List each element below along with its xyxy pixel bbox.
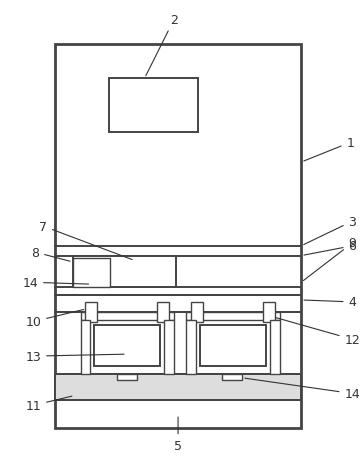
Bar <box>73 256 176 287</box>
Bar <box>109 79 198 133</box>
Text: 14: 14 <box>245 378 360 400</box>
Bar <box>81 320 90 374</box>
Bar <box>55 45 301 428</box>
Bar <box>55 374 301 401</box>
Text: 11: 11 <box>25 396 72 412</box>
Bar <box>186 320 196 374</box>
Bar <box>164 320 174 374</box>
Bar <box>86 302 97 322</box>
Text: 10: 10 <box>25 310 84 328</box>
Text: 12: 12 <box>275 318 360 346</box>
Text: 14: 14 <box>22 276 88 289</box>
Bar <box>222 374 242 380</box>
Text: 5: 5 <box>174 417 182 452</box>
Bar <box>81 312 174 320</box>
Bar <box>263 302 275 322</box>
Text: 9: 9 <box>304 237 356 281</box>
Text: 13: 13 <box>25 350 124 363</box>
Bar <box>191 302 203 322</box>
Text: 8: 8 <box>31 246 70 262</box>
Bar <box>73 258 110 287</box>
Text: 1: 1 <box>304 136 355 162</box>
Bar <box>94 325 160 366</box>
Text: 7: 7 <box>39 220 132 260</box>
Text: 6: 6 <box>304 240 356 256</box>
Text: 3: 3 <box>304 215 356 245</box>
Bar <box>270 320 279 374</box>
Bar <box>117 374 137 380</box>
Text: 2: 2 <box>146 14 178 77</box>
Bar <box>55 296 301 312</box>
Text: 4: 4 <box>304 296 356 309</box>
Bar <box>157 302 169 322</box>
Bar <box>200 325 266 366</box>
Bar <box>186 312 279 320</box>
